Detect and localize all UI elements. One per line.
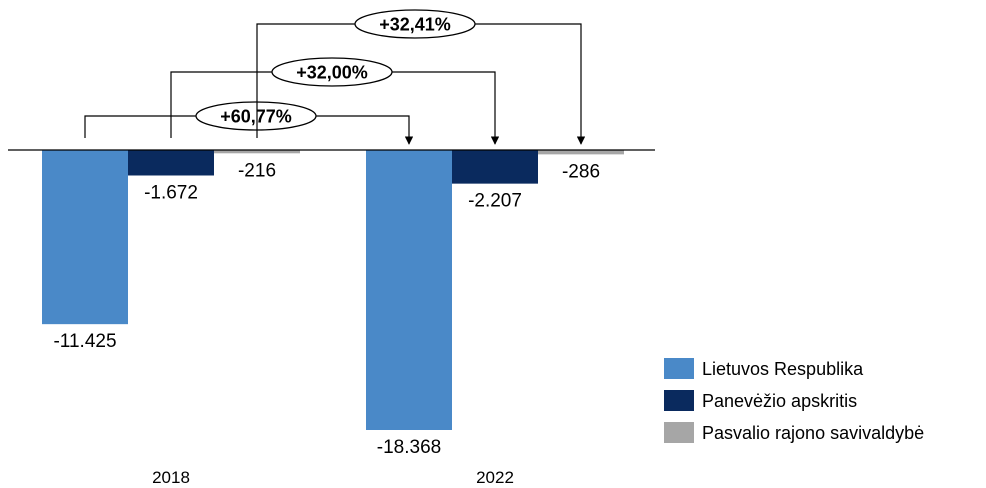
x-tick-label: 2022: [476, 468, 514, 487]
bar-1-2018: [42, 150, 128, 325]
legend-swatch: [664, 422, 694, 443]
data-label: -18.368: [377, 437, 441, 458]
data-label: -1.672: [144, 182, 198, 203]
legend-label: Lietuvos Respublika: [702, 359, 864, 379]
bar-3-2018: [214, 150, 300, 154]
data-label: -286: [562, 161, 600, 182]
growth-annotation: +32,00%: [296, 63, 368, 83]
growth-annotation: +32,41%: [379, 15, 451, 35]
bar-2-2018: [128, 150, 214, 176]
legend-label: Panevėžio apskritis: [702, 391, 857, 411]
growth-annotation: +60,77%: [220, 107, 292, 127]
growth-oval: [354, 9, 476, 39]
x-tick-label: 2018: [152, 468, 190, 487]
growth-oval: [271, 57, 393, 87]
growth-oval: [195, 101, 317, 131]
bar-2-2022: [452, 150, 538, 184]
bar-1-2022: [366, 150, 452, 430]
legend-swatch: [664, 390, 694, 411]
data-label: -216: [238, 160, 276, 181]
legend-swatch: [664, 358, 694, 379]
bar-3-2022: [538, 150, 624, 155]
data-label: -11.425: [53, 331, 116, 352]
legend-label: Pasvalio rajono savivaldybė: [702, 423, 924, 443]
data-label: -2.207: [468, 191, 522, 212]
